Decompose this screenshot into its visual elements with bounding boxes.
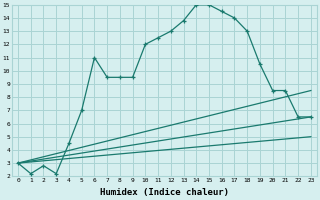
- X-axis label: Humidex (Indice chaleur): Humidex (Indice chaleur): [100, 188, 229, 197]
